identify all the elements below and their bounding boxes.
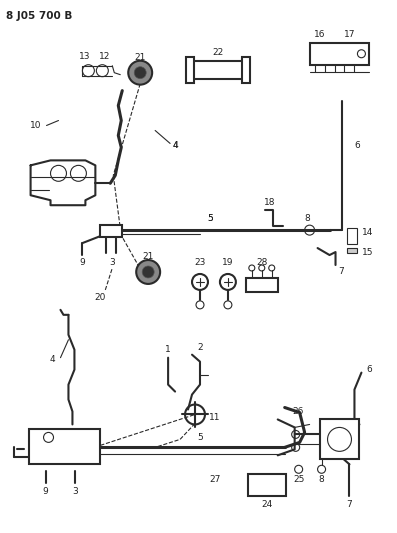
Text: 20: 20 xyxy=(94,293,106,302)
Text: 27: 27 xyxy=(209,475,221,484)
Text: 6: 6 xyxy=(355,141,360,150)
Circle shape xyxy=(128,61,152,85)
Text: 3: 3 xyxy=(73,487,78,496)
Text: 28: 28 xyxy=(256,257,268,266)
Text: 11: 11 xyxy=(209,413,221,422)
Text: 6: 6 xyxy=(366,365,372,374)
Text: 5: 5 xyxy=(197,433,203,442)
Text: 13: 13 xyxy=(79,52,90,61)
Text: 2: 2 xyxy=(197,343,203,352)
Bar xyxy=(246,278,278,292)
Text: 5: 5 xyxy=(207,214,213,223)
Text: 7: 7 xyxy=(339,268,344,277)
Text: 8: 8 xyxy=(319,475,324,484)
Text: 4: 4 xyxy=(172,141,178,150)
Text: 8: 8 xyxy=(305,214,310,223)
Text: 17: 17 xyxy=(344,30,355,39)
Circle shape xyxy=(136,260,160,284)
Text: 8 J05 700 B: 8 J05 700 B xyxy=(6,11,72,21)
Text: 3: 3 xyxy=(110,257,115,266)
Bar xyxy=(29,430,100,464)
Text: 9: 9 xyxy=(79,257,85,266)
Bar xyxy=(192,61,244,79)
Bar xyxy=(242,56,250,83)
Circle shape xyxy=(134,67,146,79)
Bar xyxy=(347,248,357,253)
Bar xyxy=(100,225,122,237)
Text: 5: 5 xyxy=(207,214,213,223)
Text: 16: 16 xyxy=(314,30,325,39)
Text: 4: 4 xyxy=(50,355,55,364)
Text: 12: 12 xyxy=(98,52,110,61)
Text: 26: 26 xyxy=(292,407,303,416)
Circle shape xyxy=(142,266,154,278)
Text: 21: 21 xyxy=(135,53,146,62)
Text: 23: 23 xyxy=(194,257,206,266)
Bar xyxy=(186,56,194,83)
Text: 7: 7 xyxy=(347,499,353,508)
Text: 14: 14 xyxy=(362,228,373,237)
Text: 22: 22 xyxy=(212,49,224,57)
Text: 21: 21 xyxy=(143,252,154,261)
Text: 18: 18 xyxy=(264,198,276,207)
Circle shape xyxy=(357,50,365,58)
Text: 4: 4 xyxy=(172,141,178,150)
Text: 25: 25 xyxy=(293,475,304,484)
Text: 9: 9 xyxy=(42,487,48,496)
Text: 10: 10 xyxy=(30,121,41,130)
Bar xyxy=(320,419,359,459)
Text: 19: 19 xyxy=(222,257,234,266)
Bar xyxy=(310,43,369,64)
Text: 1: 1 xyxy=(165,345,171,354)
Bar xyxy=(347,228,357,244)
Text: 24: 24 xyxy=(261,499,272,508)
Bar xyxy=(248,474,286,496)
Text: 15: 15 xyxy=(362,247,373,256)
